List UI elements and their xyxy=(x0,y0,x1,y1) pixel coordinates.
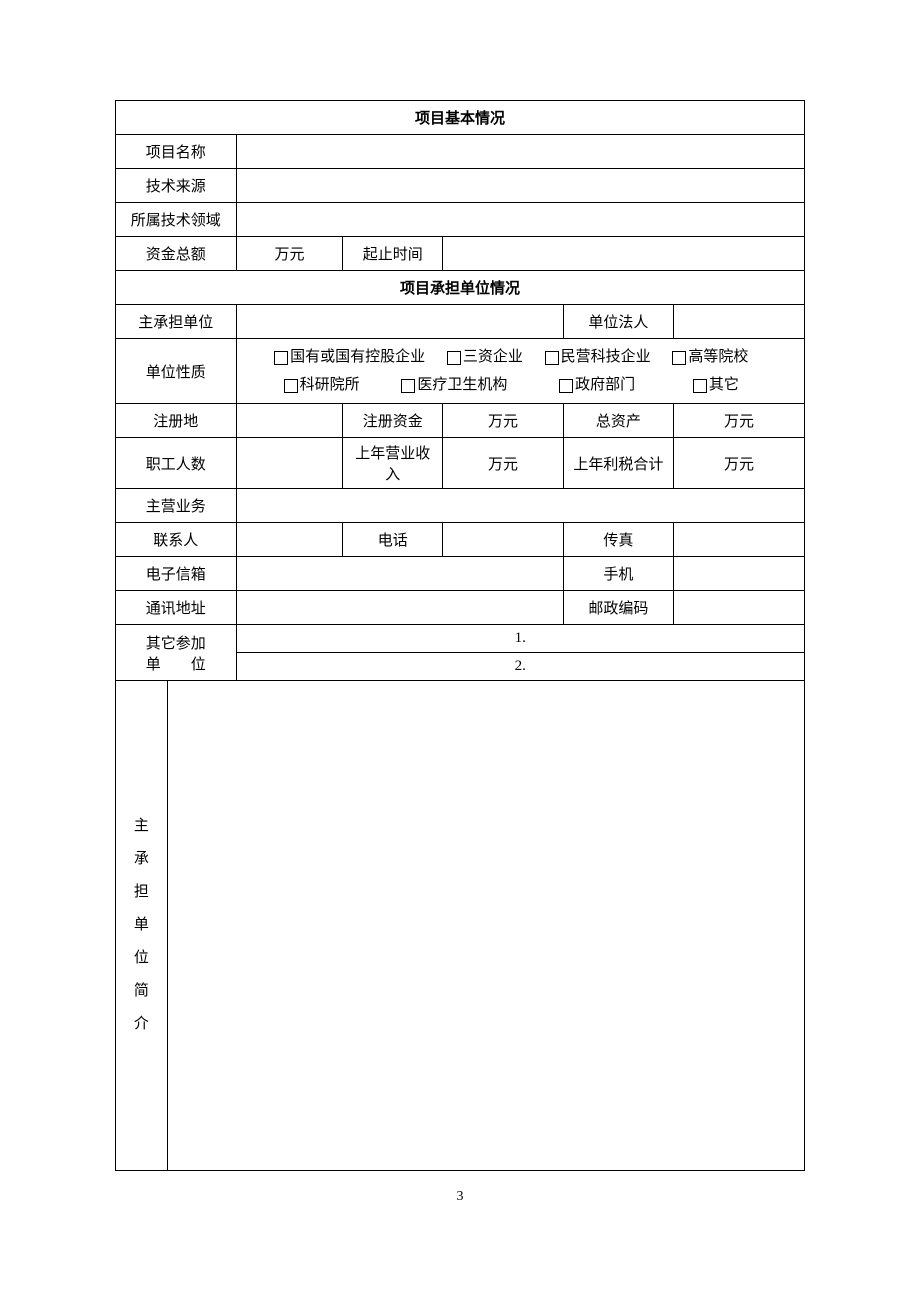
value-main-business[interactable] xyxy=(236,489,804,523)
nature-opt-sanzi[interactable]: 三资企业 xyxy=(447,343,523,371)
label-postcode: 邮政编码 xyxy=(563,591,673,625)
checkbox-icon xyxy=(545,351,559,365)
label-prev-tax-profit: 上年利税合计 xyxy=(563,438,673,489)
nature-opt-gov[interactable]: 政府部门 xyxy=(559,371,635,399)
nature-opt-other[interactable]: 其它 xyxy=(693,371,739,399)
label-email: 电子信箱 xyxy=(116,557,237,591)
nature-opt-label: 国有或国有控股企业 xyxy=(290,349,425,365)
value-start-end-time[interactable] xyxy=(443,237,805,271)
label-prev-revenue: 上年营业收入 xyxy=(343,438,443,489)
checkbox-icon xyxy=(693,379,707,393)
value-prev-tax-profit[interactable]: 万元 xyxy=(674,438,805,489)
value-reg-place[interactable] xyxy=(236,404,343,438)
checkbox-icon xyxy=(401,379,415,393)
nature-opt-private[interactable]: 民营科技企业 xyxy=(545,343,651,371)
label-fax: 传真 xyxy=(563,523,673,557)
value-main-org[interactable] xyxy=(236,305,563,339)
label-total-fund: 资金总额 xyxy=(116,237,237,271)
value-email[interactable] xyxy=(236,557,563,591)
value-tech-source[interactable] xyxy=(236,169,804,203)
value-org-brief[interactable] xyxy=(167,681,804,1171)
project-form-table: 项目基本情况 项目名称 技术来源 所属技术领域 资金总额 万元 起止时间 项目承… xyxy=(115,100,805,1171)
nature-opt-label: 科研院所 xyxy=(300,377,360,393)
value-legal-person[interactable] xyxy=(674,305,805,339)
other-orgs-line2: 单 位 xyxy=(146,657,206,673)
value-phone[interactable] xyxy=(443,523,564,557)
label-project-name: 项目名称 xyxy=(116,135,237,169)
unit-wanyuan-label: 万元 xyxy=(724,414,754,430)
other-orgs-line1: 其它参加 xyxy=(146,636,206,652)
label-phone: 电话 xyxy=(343,523,443,557)
checkbox-icon xyxy=(274,351,288,365)
label-reg-place: 注册地 xyxy=(116,404,237,438)
other-org-2[interactable]: 2. xyxy=(236,653,804,681)
unit-wanyuan-label: 万元 xyxy=(274,247,304,263)
section2-header: 项目承担单位情况 xyxy=(116,271,805,305)
checkbox-icon xyxy=(284,379,298,393)
org-brief-vertical-text: 主承担单位简介 xyxy=(134,818,149,1032)
label-main-business: 主营业务 xyxy=(116,489,237,523)
label-total-assets: 总资产 xyxy=(563,404,673,438)
nature-opt-label: 三资企业 xyxy=(463,349,523,365)
value-mobile[interactable] xyxy=(674,557,805,591)
value-total-assets[interactable]: 万元 xyxy=(674,404,805,438)
unit-wanyuan-label: 万元 xyxy=(488,414,518,430)
label-main-org: 主承担单位 xyxy=(116,305,237,339)
other-org-1[interactable]: 1. xyxy=(236,625,804,653)
org-nature-checkboxes: 国有或国有控股企业 三资企业 民营科技企业 高等院校 科研院所 医疗卫生机构 政… xyxy=(236,339,804,404)
nature-opt-university[interactable]: 高等院校 xyxy=(672,343,748,371)
label-staff-count: 职工人数 xyxy=(116,438,237,489)
label-tech-source: 技术来源 xyxy=(116,169,237,203)
section1-header: 项目基本情况 xyxy=(116,101,805,135)
value-fax[interactable] xyxy=(674,523,805,557)
label-start-end-time: 起止时间 xyxy=(343,237,443,271)
value-prev-revenue[interactable]: 万元 xyxy=(443,438,564,489)
value-address[interactable] xyxy=(236,591,563,625)
label-legal-person: 单位法人 xyxy=(563,305,673,339)
page-number: 3 xyxy=(115,1189,805,1205)
label-reg-capital: 注册资金 xyxy=(343,404,443,438)
checkbox-icon xyxy=(672,351,686,365)
nature-opt-soe[interactable]: 国有或国有控股企业 xyxy=(274,343,425,371)
nature-opt-label: 民营科技企业 xyxy=(561,349,651,365)
nature-opt-institute[interactable]: 科研院所 xyxy=(284,371,360,399)
label-address: 通讯地址 xyxy=(116,591,237,625)
value-reg-capital[interactable]: 万元 xyxy=(443,404,564,438)
nature-opt-label: 其它 xyxy=(709,377,739,393)
label-other-orgs: 其它参加 单 位 xyxy=(116,625,237,681)
value-contact[interactable] xyxy=(236,523,343,557)
nature-opt-label: 医疗卫生机构 xyxy=(417,377,507,393)
label-mobile: 手机 xyxy=(563,557,673,591)
value-project-name[interactable] xyxy=(236,135,804,169)
checkbox-icon xyxy=(447,351,461,365)
nature-opt-label: 政府部门 xyxy=(575,377,635,393)
value-postcode[interactable] xyxy=(674,591,805,625)
nature-opt-medical[interactable]: 医疗卫生机构 xyxy=(401,371,507,399)
value-tech-field[interactable] xyxy=(236,203,804,237)
unit-wanyuan-label: 万元 xyxy=(488,457,518,473)
total-fund-unit[interactable]: 万元 xyxy=(236,237,343,271)
label-contact: 联系人 xyxy=(116,523,237,557)
checkbox-icon xyxy=(559,379,573,393)
nature-opt-label: 高等院校 xyxy=(688,349,748,365)
label-org-nature: 单位性质 xyxy=(116,339,237,404)
value-staff-count[interactable] xyxy=(236,438,343,489)
unit-wanyuan-label: 万元 xyxy=(724,457,754,473)
label-org-brief: 主承担单位简介 xyxy=(116,681,168,1171)
label-tech-field: 所属技术领域 xyxy=(116,203,237,237)
